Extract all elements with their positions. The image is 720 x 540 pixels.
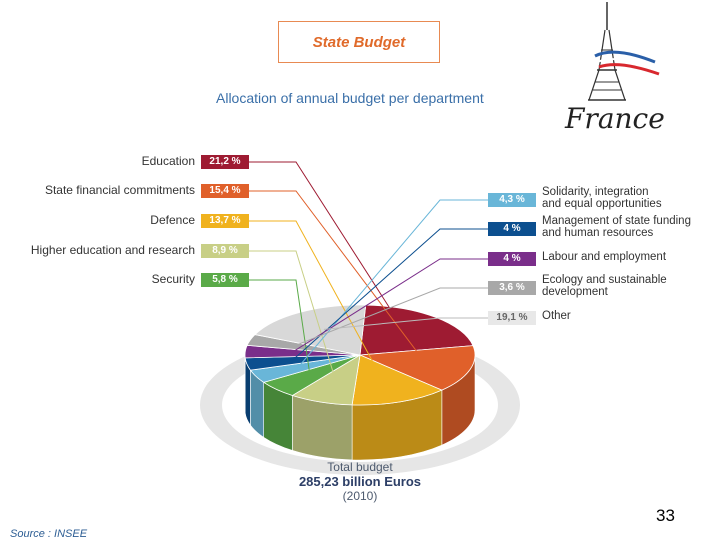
- badge-right-4: 19,1 %: [488, 311, 536, 325]
- label-right-2: Labour and employment: [542, 251, 666, 263]
- badge-right-2: 4 %: [488, 252, 536, 266]
- page-number: 33: [656, 506, 675, 525]
- label-right-line1: Management of state funding: [542, 215, 691, 227]
- leader-left-0: [249, 161, 406, 333]
- label-left-2: Defence: [150, 213, 195, 227]
- label-right-line1: Labour and employment: [542, 251, 667, 263]
- label-left-4: Security: [151, 272, 195, 286]
- leader-right-4: [323, 317, 488, 330]
- label-right-line2: and human resources: [542, 227, 654, 239]
- chart-title-box: State Budget: [278, 21, 440, 63]
- badge-left-2: 13,7 %: [201, 214, 249, 228]
- badge-left-0: 21,2 %: [201, 155, 249, 169]
- pie-slice-0: [359, 304, 474, 356]
- leader-left-3: [249, 250, 337, 384]
- badge-left-3: 8,9 %: [201, 244, 249, 258]
- pie-slice-2: [351, 354, 443, 406]
- total-label: Total budget: [327, 460, 393, 474]
- badge-left-4: 5,8 %: [201, 273, 249, 287]
- label-left-1: State financial commitments: [44, 183, 195, 197]
- label-right-0: Solidarity, integration and equal opportu…: [542, 186, 662, 210]
- label-right-4: Other: [542, 310, 571, 322]
- label-right-line2: development: [542, 286, 608, 298]
- label-right-3: Ecology and sustainable development: [542, 274, 667, 298]
- pie-slice-1: [359, 345, 476, 391]
- badge-left-1: 15,4 %: [201, 184, 249, 198]
- pie-side-3: [292, 395, 353, 461]
- france-logo: France: [564, 2, 665, 135]
- label-right-line2: and equal opportunities: [542, 198, 662, 210]
- total-amount: 285,23 billion Euros: [298, 474, 422, 489]
- leader-right-2: [290, 258, 488, 354]
- badge-right-0: 4,3 %: [488, 193, 536, 207]
- leader-right-3: [294, 287, 488, 347]
- label-right-1: Management of state funding and human res…: [542, 215, 691, 239]
- label-right-line1: Solidarity, integration: [542, 186, 649, 198]
- chart-subtitle: Allocation of annual budget per departme…: [216, 90, 484, 106]
- source-note: Source : INSEE: [10, 528, 88, 540]
- chart-title: State Budget: [312, 33, 406, 51]
- leader-left-1: [249, 190, 427, 365]
- badge-right-1: 4 %: [488, 222, 536, 236]
- logo-text: France: [564, 102, 665, 135]
- total-budget: Total budget 285,23 billion Euros (2010): [280, 460, 440, 503]
- leader-right-1: [291, 228, 488, 361]
- label-left-3: Higher education and research: [30, 243, 195, 257]
- leader-right-0: [297, 199, 488, 369]
- badge-right-3: 3,6 %: [488, 281, 536, 295]
- label-right-line1: Ecology and sustainable: [542, 274, 667, 286]
- leader-left-2: [249, 220, 385, 384]
- label-right-line1: Other: [542, 310, 571, 322]
- total-year: (2010): [342, 489, 378, 503]
- label-left-0: Education: [141, 154, 195, 168]
